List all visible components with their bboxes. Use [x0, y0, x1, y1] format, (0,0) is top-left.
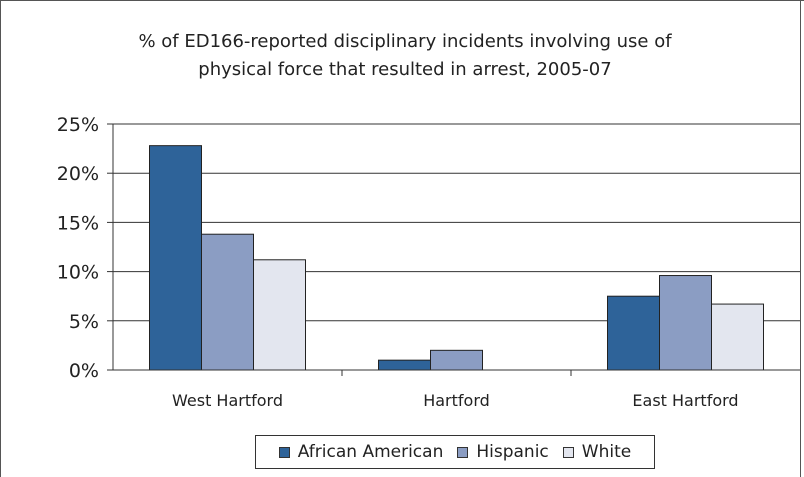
bar — [607, 295, 660, 371]
legend-swatch-white — [562, 446, 574, 458]
y-tick-label: 15% — [57, 212, 99, 234]
legend-item-african-american: African American — [278, 442, 444, 462]
bar — [378, 359, 431, 371]
legend-swatch-african-american — [278, 446, 290, 458]
bar — [149, 145, 202, 371]
legend: African American Hispanic White — [255, 435, 655, 469]
legend-label-african-american: African American — [297, 442, 444, 462]
legend-label-hispanic: Hispanic — [476, 442, 549, 462]
x-category-label: Hartford — [423, 391, 490, 410]
x-category-label: West Hartford — [172, 391, 283, 410]
y-tick-label: 5% — [69, 311, 99, 333]
bar — [659, 275, 712, 371]
chart-title-line-1: % of ED166-reported disciplinary inciden… — [138, 31, 672, 52]
bar — [201, 233, 254, 371]
frame-border-left — [0, 0, 1, 477]
x-category-label: East Hartford — [632, 391, 738, 410]
y-tick-label: 25% — [57, 114, 99, 136]
chart-title: % of ED166-reported disciplinary inciden… — [60, 28, 750, 84]
frame-border-right — [800, 0, 801, 477]
legend-label-white: White — [581, 442, 632, 462]
bar — [430, 349, 483, 371]
y-tick-label: 10% — [57, 262, 99, 284]
bar — [711, 303, 764, 371]
legend-swatch-hispanic — [457, 446, 469, 458]
frame-border-top — [0, 0, 804, 1]
legend-item-hispanic: Hispanic — [457, 442, 549, 462]
y-tick-label: 20% — [57, 163, 99, 185]
chart-title-line-2: physical force that resulted in arrest, … — [198, 59, 612, 80]
bar — [253, 259, 306, 371]
y-tick-label: 0% — [69, 360, 99, 382]
legend-item-white: White — [562, 442, 632, 462]
